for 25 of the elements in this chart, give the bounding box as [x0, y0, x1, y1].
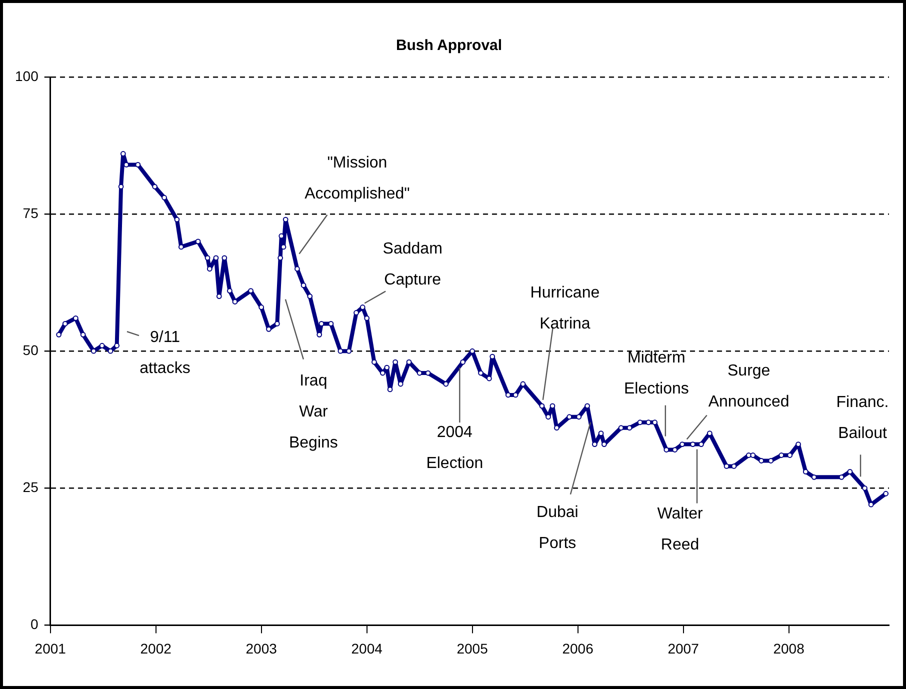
annotation: Saddam Capture [382, 240, 442, 289]
annotation: 2004 Election [426, 424, 484, 472]
y-tick-label: 100 [15, 68, 39, 84]
x-tick-label: 2001 [34, 640, 66, 656]
annotation: Surge Announced [708, 362, 790, 411]
annotation: Walter Reed [657, 506, 704, 554]
chart-title: Bush Approval [396, 37, 502, 54]
annotation: Midterm Elections [624, 350, 689, 398]
x-tick-label: 2004 [351, 640, 383, 656]
annotation: Financ. Bailout [836, 394, 889, 442]
y-tick-label: 50 [22, 342, 39, 358]
annotation: "Mission Accomplished" [304, 154, 410, 202]
x-tick-label: 2008 [773, 640, 805, 656]
y-tick-label: 0 [30, 616, 39, 632]
annotation: 9/11 attacks [140, 329, 190, 378]
annotation: Iraq War Begins [288, 372, 338, 452]
x-tick-label: 2003 [246, 640, 278, 656]
x-tick-label: 2006 [562, 640, 594, 656]
y-tick-label: 75 [22, 204, 39, 221]
annotation: Hurricane Katrina [530, 284, 600, 332]
annotation: Dubai Ports [536, 504, 578, 552]
x-tick-label: 2007 [668, 640, 700, 656]
y-tick-label: 25 [22, 479, 39, 496]
x-tick-label: 2005 [456, 640, 488, 656]
x-tick-label: 2002 [140, 640, 172, 656]
